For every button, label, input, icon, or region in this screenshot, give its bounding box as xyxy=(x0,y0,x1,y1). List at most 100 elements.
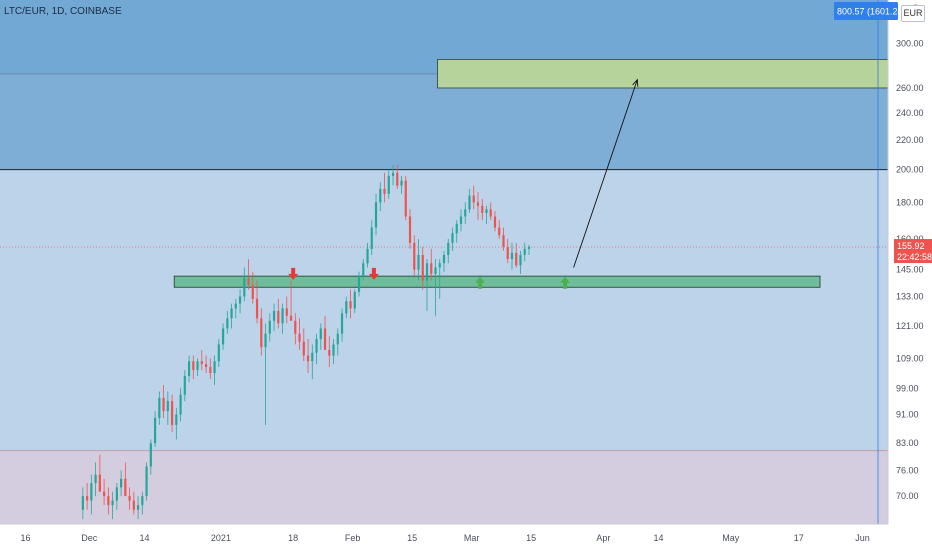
candle xyxy=(115,483,118,510)
candle xyxy=(498,220,501,239)
candle-body xyxy=(421,254,424,281)
candle xyxy=(230,303,233,329)
x-tick-label: Mar xyxy=(464,533,480,543)
candle xyxy=(357,271,361,297)
candle-body xyxy=(349,301,352,309)
candle-body xyxy=(179,394,182,415)
y-tick-label: 133.00 xyxy=(896,291,924,301)
currency-button[interactable]: EUR xyxy=(901,5,925,22)
candle-body xyxy=(175,414,178,425)
candle xyxy=(391,164,395,186)
candle-body xyxy=(527,247,531,249)
candle xyxy=(353,289,356,314)
candle-body xyxy=(234,303,237,309)
candle-body xyxy=(132,500,135,510)
x-tick-label: 2021 xyxy=(211,533,231,543)
candle xyxy=(251,271,254,304)
candle xyxy=(98,454,101,492)
candle xyxy=(387,169,390,199)
target-box xyxy=(437,59,889,89)
down-arrow-marker xyxy=(288,267,299,280)
candle-body xyxy=(336,333,339,345)
candle xyxy=(413,235,416,277)
candle xyxy=(434,259,437,316)
candle-body xyxy=(268,320,271,334)
y-tick-label: 99.00 xyxy=(896,383,919,393)
x-axis-panel xyxy=(0,524,932,550)
candle-body xyxy=(442,254,446,264)
candle xyxy=(328,336,331,368)
candle xyxy=(455,220,458,243)
candle xyxy=(464,202,467,224)
candle xyxy=(336,328,339,356)
candle-body xyxy=(430,263,433,274)
candle xyxy=(515,242,518,268)
candle xyxy=(119,470,123,497)
y-tick-label: 180.00 xyxy=(896,197,924,207)
candle xyxy=(153,411,157,447)
candle-body xyxy=(86,496,89,501)
candle xyxy=(107,487,110,515)
x-tick-label: Dec xyxy=(81,533,98,543)
candle-body xyxy=(379,188,382,203)
candle-body xyxy=(425,263,429,281)
candle-body xyxy=(387,175,390,194)
candle xyxy=(111,491,114,520)
candle xyxy=(510,242,514,270)
candle xyxy=(170,394,174,433)
y-tick-label: 83.00 xyxy=(896,438,919,448)
candle-body xyxy=(98,474,101,492)
candle xyxy=(187,355,191,383)
candle xyxy=(481,198,484,221)
lower-zone xyxy=(0,450,888,524)
candle-body xyxy=(94,474,97,484)
candle-body xyxy=(489,209,492,217)
top-price-badge xyxy=(834,2,898,20)
candle-body xyxy=(328,349,331,356)
candle-body xyxy=(434,267,437,274)
candle xyxy=(306,339,310,373)
y-tick-label: 200.00 xyxy=(896,165,924,175)
symbol-label: LTC/EUR, 1D, COINBASE xyxy=(4,6,122,17)
candle-body xyxy=(196,361,199,371)
x-tick-label: Feb xyxy=(345,533,361,543)
candle xyxy=(315,333,318,365)
candle xyxy=(332,339,335,365)
candle xyxy=(128,487,131,510)
last-price-text: 155.92 xyxy=(897,241,925,251)
x-tick-label: Apr xyxy=(596,533,610,543)
top-price-badge-text: 800.57 (1601.24 xyxy=(837,7,903,17)
candle-body xyxy=(464,209,467,217)
candle xyxy=(217,339,220,368)
candle xyxy=(459,209,463,232)
down-arrow-marker xyxy=(368,267,379,280)
candle-body xyxy=(230,308,233,319)
candle-body xyxy=(502,235,505,247)
candle xyxy=(349,289,352,319)
candle xyxy=(438,259,441,299)
candle-body xyxy=(111,500,114,506)
candle-body xyxy=(404,180,407,217)
candle-body xyxy=(90,483,93,501)
candle-body xyxy=(498,227,501,236)
candle xyxy=(124,462,127,497)
x-tick-label: 17 xyxy=(794,533,804,543)
y-tick-label: 76.00 xyxy=(896,466,919,476)
up-arrow-marker xyxy=(475,276,486,289)
candle-body xyxy=(209,367,212,373)
candle-body xyxy=(294,320,297,334)
candle xyxy=(179,388,182,422)
candle-body xyxy=(319,328,322,340)
candle-body xyxy=(124,478,127,497)
candle xyxy=(447,238,450,264)
candle-body xyxy=(302,341,305,356)
candle-body xyxy=(400,180,403,186)
candle xyxy=(366,242,369,268)
candle-body xyxy=(485,209,488,213)
candle-body xyxy=(472,195,475,203)
candle xyxy=(527,244,531,255)
candle-body xyxy=(192,361,195,371)
candle-body xyxy=(408,216,412,243)
y-tick-label: 160.00 xyxy=(896,234,924,244)
